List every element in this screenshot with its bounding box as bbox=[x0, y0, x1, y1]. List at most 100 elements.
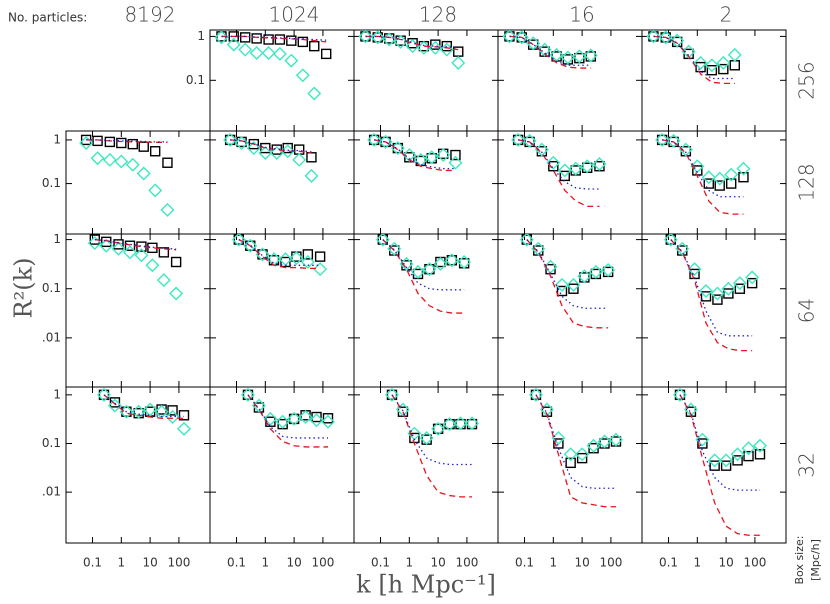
panel-frame bbox=[353, 130, 499, 235]
diamond-marker bbox=[519, 234, 534, 247]
diamond-marker bbox=[453, 416, 468, 431]
series-line bbox=[382, 239, 465, 314]
row-label: 128 bbox=[795, 163, 819, 201]
square-marker bbox=[432, 423, 444, 435]
series-line bbox=[94, 238, 177, 250]
square-marker bbox=[559, 170, 570, 182]
square-marker bbox=[377, 234, 388, 245]
square-marker bbox=[300, 410, 311, 421]
diamond-marker bbox=[580, 159, 595, 174]
panel-data bbox=[663, 234, 760, 352]
diamond-marker bbox=[436, 148, 451, 163]
x-tick-label: 100 bbox=[311, 556, 334, 570]
square-marker bbox=[248, 138, 260, 150]
square-marker bbox=[291, 251, 302, 262]
diamond-marker bbox=[658, 30, 673, 45]
diamond-marker bbox=[457, 255, 472, 269]
x-tick-label: 10 bbox=[142, 556, 157, 570]
diamond-marker bbox=[528, 387, 543, 402]
diamond-marker bbox=[730, 447, 745, 462]
column-label: 16 bbox=[569, 3, 594, 27]
series-line bbox=[221, 35, 327, 43]
row-label: 64 bbox=[795, 298, 819, 323]
diamond-marker bbox=[131, 404, 146, 419]
panel bbox=[65, 233, 211, 388]
square-marker bbox=[109, 397, 121, 408]
diamond-marker bbox=[284, 53, 299, 68]
square-marker bbox=[424, 263, 435, 275]
diamond-marker bbox=[243, 238, 258, 253]
panel-data bbox=[367, 132, 463, 172]
diamond-marker bbox=[307, 86, 322, 101]
panel bbox=[209, 130, 355, 235]
diamond-marker bbox=[422, 262, 437, 277]
square-marker bbox=[309, 40, 320, 52]
diamond-marker bbox=[395, 402, 410, 417]
panel-frame bbox=[497, 233, 643, 388]
square-marker bbox=[656, 134, 668, 146]
panel-data bbox=[502, 30, 598, 69]
diamond-marker bbox=[712, 171, 727, 186]
diamond-marker bbox=[577, 269, 592, 284]
panel-frame bbox=[497, 29, 643, 132]
diamond-marker bbox=[102, 152, 117, 167]
header-label: No. particles: bbox=[8, 11, 87, 25]
diamond-marker bbox=[560, 50, 575, 65]
diamond-marker bbox=[670, 33, 685, 48]
square-marker bbox=[725, 178, 737, 189]
square-marker bbox=[754, 449, 766, 460]
panel-frame bbox=[641, 386, 787, 544]
series-line bbox=[679, 394, 760, 536]
diamond-marker bbox=[298, 410, 313, 425]
y-axis-label: R²(k) bbox=[10, 258, 38, 319]
panel-data bbox=[231, 234, 328, 277]
series-line bbox=[103, 394, 184, 418]
square-marker bbox=[239, 32, 251, 43]
y-tick-label: 1 bbox=[53, 387, 61, 401]
diamond-marker bbox=[261, 45, 276, 60]
panel-frame bbox=[641, 29, 787, 132]
square-marker bbox=[665, 234, 676, 245]
square-marker bbox=[706, 64, 718, 76]
diamond-marker bbox=[554, 277, 569, 292]
y-tick-label: 0.1 bbox=[42, 176, 61, 190]
square-marker bbox=[233, 234, 245, 245]
diamond-marker bbox=[448, 155, 463, 170]
square-marker bbox=[729, 60, 740, 71]
diamond-marker bbox=[655, 132, 670, 147]
square-marker bbox=[321, 48, 332, 60]
diamond-marker bbox=[701, 170, 716, 185]
square-marker bbox=[570, 165, 581, 176]
diamond-marker bbox=[375, 234, 390, 247]
panel-frame bbox=[353, 386, 499, 544]
series-line bbox=[535, 394, 616, 489]
square-marker bbox=[712, 294, 723, 305]
diamond-marker bbox=[295, 68, 310, 83]
series-line bbox=[679, 394, 760, 491]
diamond-marker bbox=[681, 44, 696, 59]
diamond-marker bbox=[597, 434, 612, 449]
diamond-marker bbox=[534, 142, 549, 157]
square-marker bbox=[302, 249, 314, 260]
diamond-marker bbox=[272, 46, 287, 61]
diamond-marker bbox=[433, 256, 448, 271]
square-marker bbox=[113, 239, 124, 250]
diamond-marker bbox=[370, 30, 385, 45]
diamond-marker bbox=[568, 161, 583, 176]
series-line bbox=[86, 139, 168, 143]
panel-data bbox=[672, 387, 767, 536]
diamond-marker bbox=[107, 398, 122, 413]
series-line bbox=[526, 239, 609, 329]
diamond-marker bbox=[431, 421, 446, 436]
diamond-marker bbox=[514, 30, 529, 45]
diamond-marker bbox=[646, 30, 661, 44]
row-label: 256 bbox=[795, 61, 819, 99]
diamond-marker bbox=[410, 264, 425, 279]
series-line bbox=[509, 35, 591, 66]
square-marker bbox=[444, 418, 455, 430]
diamond-marker bbox=[563, 447, 578, 462]
diamond-marker bbox=[223, 132, 238, 147]
diamond-marker bbox=[465, 416, 479, 431]
square-marker bbox=[282, 142, 293, 154]
panel-data bbox=[384, 387, 479, 498]
